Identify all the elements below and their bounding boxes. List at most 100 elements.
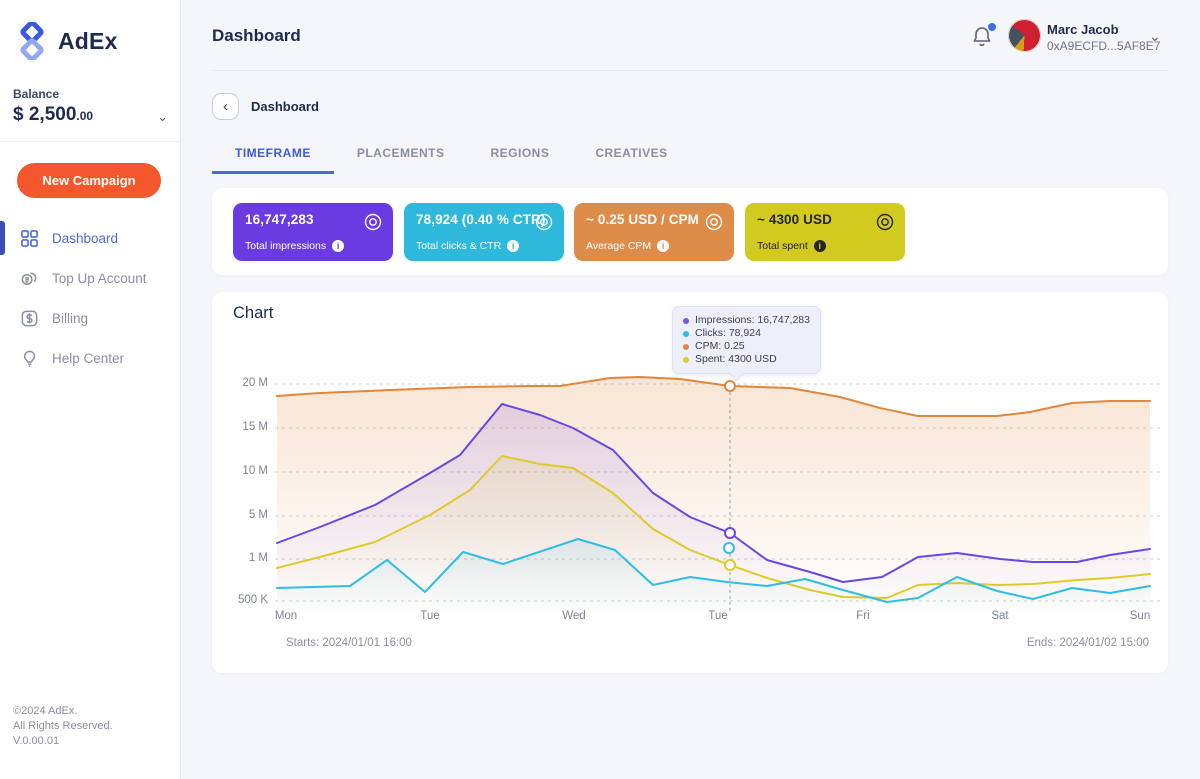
sidebar-divider — [0, 141, 180, 142]
y-axis-tick: 15 M — [242, 421, 268, 433]
stat-value: ~ 4300 USD — [757, 212, 832, 227]
sidebar-item-label: Help Center — [52, 350, 125, 366]
stat-value: 78,924 (0.40 % CTR) — [416, 212, 546, 227]
stat-card-total-clicks[interactable]: 78,924 (0.40 % CTR) Total clicks & CTR i — [404, 203, 564, 261]
lightbulb-icon — [23, 350, 36, 367]
info-icon[interactable]: i — [813, 240, 826, 252]
tab-creatives[interactable]: CREATIVES — [595, 146, 668, 160]
dashboard-grid-icon — [21, 229, 38, 247]
sidebar-item-billing[interactable]: Billing — [0, 298, 180, 338]
tooltip-row: Spent: 4300 USD — [683, 353, 810, 366]
y-axis-tick: 20 M — [242, 377, 268, 389]
x-axis-tick: Fri — [856, 610, 870, 622]
balance-value: $ 2,500.00 — [13, 104, 94, 125]
target-icon[interactable] — [875, 212, 895, 232]
stat-value: 16,747,283 — [245, 212, 314, 227]
range-end-label: Ends: 2024/01/02 15:00 — [1026, 637, 1149, 649]
chart-tooltip: Impressions: 16,747,283 Clicks: 78,924 CPM… — [672, 306, 821, 374]
x-axis-tick: Sun — [1129, 610, 1151, 622]
x-axis-tick: Wed — [562, 610, 586, 622]
user-wallet-address: 0xA9ECFD...5AF8E7 — [1047, 39, 1161, 53]
stat-card-average-cpm[interactable]: ~ 0.25 USD / CPM Average CPM i — [574, 203, 734, 261]
sidebar-item-label: Top Up Account — [52, 270, 147, 286]
sidebar-item-help-center[interactable]: Help Center — [0, 338, 180, 378]
adex-logo[interactable]: AdEx — [14, 22, 118, 60]
y-axis-tick: 1 M — [248, 552, 268, 564]
y-axis-tick: 5 M — [248, 509, 268, 521]
series-area-clicks — [277, 539, 1150, 614]
stat-card-total-impressions[interactable]: 16,747,283 Total impressions i — [233, 203, 393, 261]
stats-panel: 16,747,283 Total impressions i 78,924 (0.… — [212, 188, 1168, 275]
breadcrumb-label: Dashboard — [251, 99, 319, 114]
rights: All Rights Reserved. — [13, 719, 113, 732]
breadcrumb: ‹ Dashboard — [212, 93, 319, 120]
stat-label: Average CPM — [586, 240, 652, 252]
chevron-down-icon[interactable]: ⌄ — [157, 109, 168, 124]
x-axis-tick: Sat — [991, 610, 1009, 622]
target-icon[interactable] — [363, 212, 383, 232]
x-axis-tick: Tue — [420, 610, 440, 622]
target-icon[interactable] — [704, 212, 724, 232]
notifications-button[interactable] — [971, 23, 997, 50]
x-axis-tick: Mon — [274, 610, 298, 622]
tab-regions[interactable]: REGIONS — [490, 146, 550, 160]
chart-panel: Chart Impressions: 16,747,283 Clicks: 78,… — [212, 292, 1168, 673]
series-dot — [683, 330, 689, 337]
sidebar-footer: ©2024 AdEx. All Rights Reserved. V.0.00.… — [13, 704, 113, 749]
tooltip-row: Clicks: 78,924 — [683, 327, 810, 340]
sidebar-item-label: Dashboard — [52, 230, 119, 246]
main-area: Dashboard Marc Jacob 0xA9ECFD...5AF8E7 ⌄… — [181, 0, 1200, 779]
user-name: Marc Jacob — [1047, 22, 1119, 37]
info-icon[interactable]: i — [507, 240, 520, 252]
y-axis-tick: 10 M — [242, 465, 268, 477]
stat-label: Total spent — [757, 240, 808, 252]
series-line-cpm — [276, 376, 1151, 417]
sidebar-item-label: Billing — [52, 310, 89, 326]
tooltip-row: Impressions: 16,747,283 — [683, 314, 810, 327]
app-name: AdEx — [58, 27, 118, 54]
tab-timeframe[interactable]: TIMEFRAME — [212, 138, 334, 174]
tooltip-row: CPM: 0.25 — [683, 340, 810, 353]
target-icon[interactable] — [534, 212, 554, 232]
active-indicator — [0, 221, 5, 255]
chart-title: Chart — [233, 304, 274, 322]
notification-dot — [988, 23, 996, 31]
stat-card-total-spent[interactable]: ~ 4300 USD Total spent i — [745, 203, 905, 261]
stat-label: Total clicks & CTR — [416, 240, 502, 252]
sidebar-item-top-up-account[interactable]: Top Up Account — [0, 258, 180, 298]
timeframe-line-chart[interactable] — [212, 292, 1168, 673]
series-dot — [683, 343, 689, 350]
balance-label: Balance — [13, 87, 60, 101]
stat-label: Total impressions — [245, 240, 327, 252]
stat-value: ~ 0.25 USD / CPM — [586, 212, 700, 227]
page-title: Dashboard — [212, 26, 301, 45]
sidebar: AdEx Balance $ 2,500.00 ⌄ New Campaign D… — [0, 0, 181, 779]
y-axis-tick: 500 K — [237, 594, 268, 606]
balance-selector[interactable]: Balance $ 2,500.00 ⌄ — [13, 87, 168, 126]
series-dot — [683, 356, 689, 363]
sidebar-nav: Dashboard Top Up Account Billing Help Ce… — [0, 218, 180, 378]
coins-icon — [21, 272, 37, 285]
bell-icon — [973, 27, 991, 47]
info-icon[interactable]: i — [332, 240, 345, 252]
info-icon[interactable]: i — [657, 240, 670, 252]
sidebar-item-dashboard[interactable]: Dashboard — [0, 218, 180, 258]
x-axis-tick: Tue — [708, 610, 728, 622]
series-marker-clicks — [723, 542, 735, 554]
range-start-label: Starts: 2024/01/01 16:00 — [286, 637, 412, 649]
version: V.0.00.01 — [13, 734, 60, 747]
series-marker-impressions — [724, 527, 736, 539]
chevron-down-icon[interactable]: ⌄ — [1149, 28, 1161, 44]
tab-placements[interactable]: PLACEMENTS — [356, 146, 445, 160]
series-dot — [683, 317, 689, 324]
adex-logo-icon — [20, 22, 44, 60]
tab-bar: TIMEFRAME PLACEMENTS REGIONS CREATIVES — [212, 138, 691, 174]
user-menu[interactable]: Marc Jacob 0xA9ECFD...5AF8E7 — [1047, 22, 1160, 53]
series-marker-spent — [724, 559, 736, 571]
avatar[interactable] — [1008, 19, 1041, 52]
back-button[interactable]: ‹ — [212, 93, 239, 120]
series-marker-cpm — [724, 380, 736, 392]
header-divider — [212, 70, 1168, 71]
new-campaign-button[interactable]: New Campaign — [17, 163, 161, 198]
